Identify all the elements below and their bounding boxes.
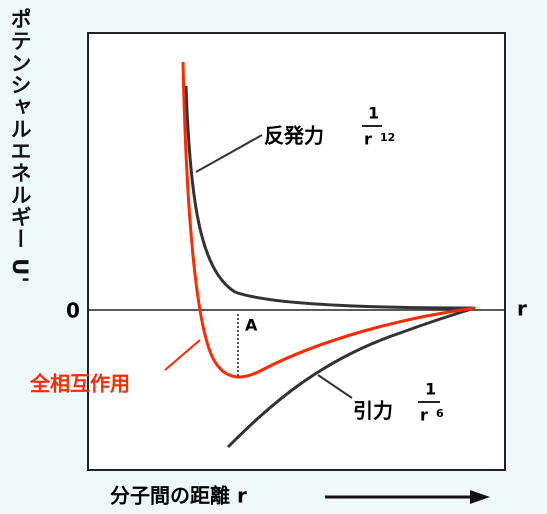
point-label: A [245,316,258,335]
numerator: 1 [368,104,379,123]
base: r [364,130,372,149]
total-label: 全相互作用 [29,372,130,396]
plot-frame [87,32,506,471]
exponent: 12 [380,131,395,144]
y-label: ポテンシャルエネルギー U' [8,8,32,284]
x-symbol: r [517,297,527,321]
attraction-curve [226,306,476,449]
repulsion-curve [184,85,476,310]
base: r [420,406,428,425]
total-curve [181,61,476,379]
leader-line [195,134,263,173]
exponent: 6 [436,407,444,420]
numerator: 1 [425,380,436,399]
leader-line [164,339,201,371]
arrow-head [470,490,490,504]
leader-line [317,374,353,399]
repulsion-label: 反発力 [264,124,324,148]
x-label: 分子間の距離 r [110,484,247,508]
attraction-label: 引力 [353,399,393,423]
zero-label: 0 [66,299,80,323]
